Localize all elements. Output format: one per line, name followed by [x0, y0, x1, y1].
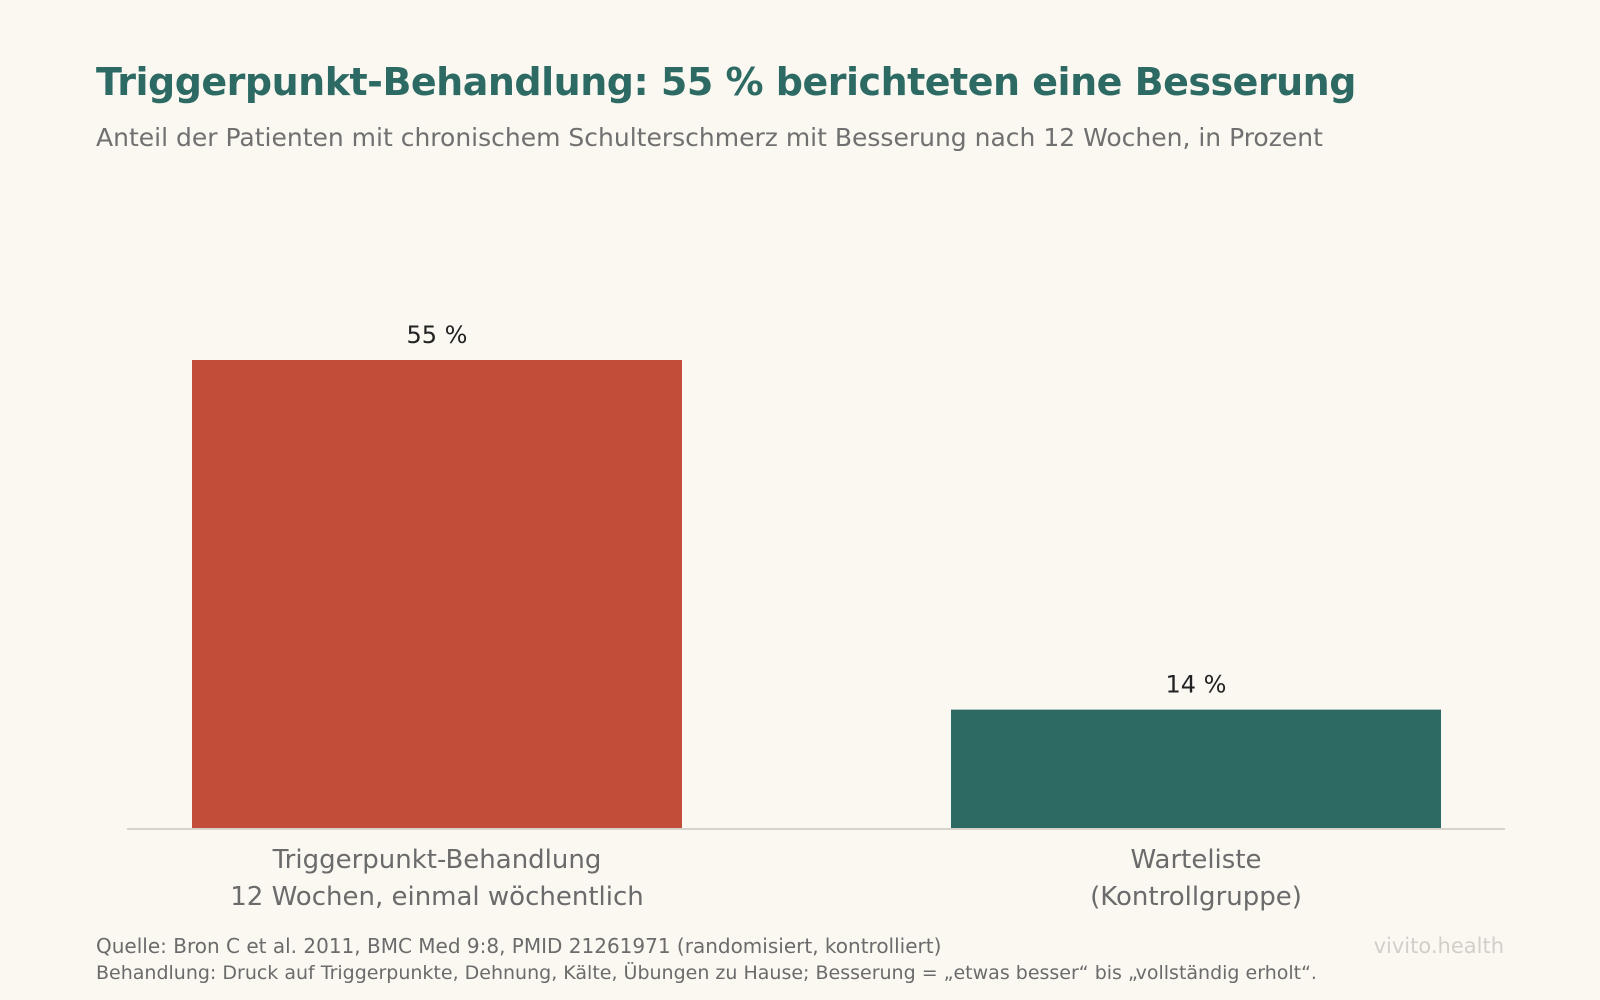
category-label-1-line-2: 12 Wochen, einmal wöchentlich — [230, 882, 644, 912]
brand-watermark: vivito.health — [1373, 934, 1504, 958]
bar-2 — [951, 709, 1441, 829]
chart-title: Triggerpunkt-Behandlung: 55 % berichtete… — [96, 60, 1356, 104]
category-label-2-line-1: Warteliste — [1130, 845, 1261, 875]
value-label-2: 14 % — [1166, 671, 1227, 699]
category-label-1-line-1: Triggerpunkt-Behandlung — [272, 845, 602, 875]
category-label-2-line-2: (Kontrollgruppe) — [1090, 882, 1302, 912]
chart-subtitle: Anteil der Patienten mit chronischem Sch… — [96, 123, 1323, 152]
value-label-1: 55 % — [407, 321, 468, 349]
bar-1 — [192, 360, 682, 829]
method-note: Behandlung: Druck auf Triggerpunkte, Deh… — [96, 962, 1317, 984]
bar-chart: 55 % Triggerpunkt-Behandlung 12 Wochen, ei… — [127, 321, 1505, 912]
source-note: Quelle: Bron C et al. 2011, BMC Med 9:8,… — [96, 934, 942, 958]
